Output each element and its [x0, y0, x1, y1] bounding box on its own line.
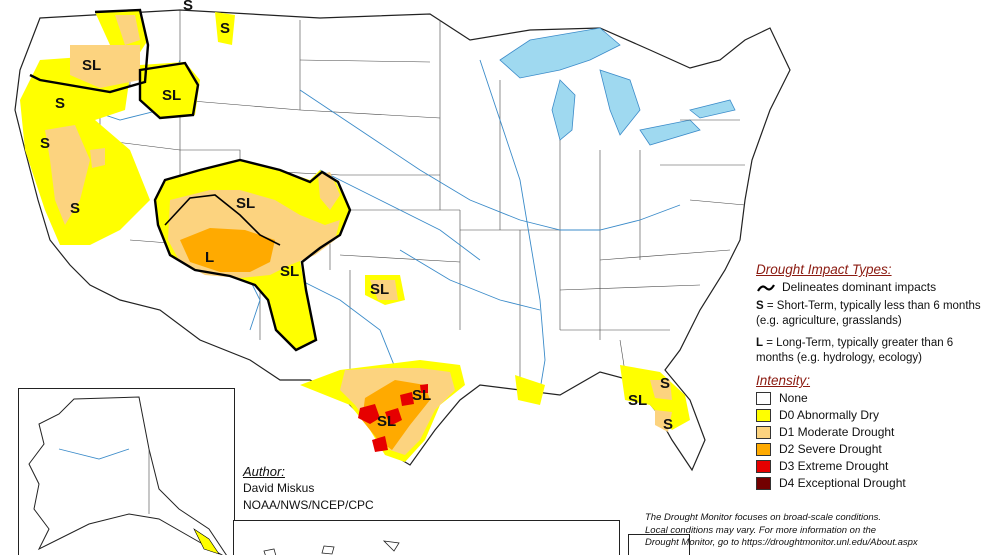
short-term-item: S = Short-Term, typically less than 6 mo…: [756, 299, 981, 329]
impact-label: S: [55, 95, 65, 112]
intensity-label: D2 Severe Drought: [779, 442, 882, 456]
author-name: David Miskus: [243, 481, 315, 495]
impact-label: S: [183, 0, 193, 14]
impact-label: SL: [377, 413, 396, 430]
impact-label: SL: [412, 387, 431, 404]
intensity-item: D3 Extreme Drought: [756, 459, 981, 474]
puerto-rico-inset: [628, 534, 690, 555]
impact-label: SL: [162, 87, 181, 104]
impact-line-item: Delineates dominant impacts: [756, 280, 981, 295]
long-term-letter: L: [756, 337, 764, 349]
alaska-river: [58, 448, 130, 460]
hawaii-map-svg: [263, 540, 400, 555]
intensity-label: D0 Abnormally Dry: [779, 408, 880, 422]
disclaimer-line: Local conditions may vary. For more info…: [645, 524, 877, 536]
alaska-inset: [18, 388, 235, 555]
impact-label: SL: [370, 281, 389, 298]
intensity-list: None D0 Abnormally Dry D1 Moderate Drought…: [756, 391, 981, 491]
impact-delineation-lines: [29, 8, 352, 352]
intensity-swatch: [756, 409, 771, 422]
great-lakes: [499, 27, 736, 146]
intensity-item: None: [756, 391, 981, 406]
impact-label: S: [40, 135, 50, 152]
disclaimer-line: The Drought Monitor focuses on broad-sca…: [645, 512, 882, 523]
short-term-letter: S: [756, 300, 764, 312]
impact-line-text: Delineates dominant impacts: [782, 280, 937, 294]
alaska-d0-area: [193, 528, 220, 555]
alaska-map-svg: [28, 396, 227, 555]
impact-types-title: Drought Impact Types:: [756, 262, 892, 277]
impact-label: S: [220, 20, 230, 37]
disclaimer-line: Drought Monitor, go to https://droughtmo…: [645, 537, 918, 548]
impact-label: S: [663, 416, 673, 433]
intensity-swatch: [756, 460, 771, 473]
impact-label: SL: [628, 392, 647, 409]
intensity-label: None: [779, 391, 808, 405]
alaska-outline: [28, 396, 227, 555]
d3-extreme-drought-areas: [358, 384, 428, 452]
intensity-item: D2 Severe Drought: [756, 442, 981, 457]
impact-label: SL: [236, 195, 255, 212]
intensity-swatch: [756, 392, 771, 405]
author-org: NOAA/NWS/NCEP/CPC: [243, 498, 374, 512]
intensity-swatch: [756, 443, 771, 456]
author-block: Author: David Miskus NOAA/NWS/NCEP/CPC: [243, 463, 374, 514]
intensity-swatch: [756, 426, 771, 439]
intensity-swatch: [756, 477, 771, 490]
impact-label: L: [205, 249, 214, 266]
intensity-label: D1 Moderate Drought: [779, 425, 895, 439]
intensity-item: D0 Abnormally Dry: [756, 408, 981, 423]
impact-label: SL: [280, 263, 299, 280]
short-term-text: = Short-Term, typically less than 6 mont…: [756, 300, 981, 327]
intensity-label: D4 Exceptional Drought: [779, 476, 906, 490]
legend: Drought Impact Types: Delineates dominan…: [756, 262, 981, 493]
hawaii-inset: [233, 520, 620, 555]
impact-label: S: [70, 200, 80, 217]
impact-label: S: [660, 375, 670, 392]
intensity-label: D3 Extreme Drought: [779, 459, 889, 473]
intensity-title: Intensity:: [756, 373, 811, 388]
long-term-text: = Long-Term, typically greater than 6 mo…: [756, 337, 954, 364]
hawaii-islands: [263, 540, 400, 555]
intensity-item: D1 Moderate Drought: [756, 425, 981, 440]
impact-labels: SL SL S S S SL L SL SL SL SL S SL S S S: [40, 0, 673, 433]
intensity-item: D4 Exceptional Drought: [756, 476, 981, 491]
author-title: Author:: [243, 464, 285, 479]
impact-curve-icon: [757, 283, 775, 292]
disclaimer: The Drought Monitor focuses on broad-sca…: [645, 512, 980, 550]
long-term-item: L = Long-Term, typically greater than 6 …: [756, 336, 981, 366]
impact-label: SL: [82, 57, 101, 74]
